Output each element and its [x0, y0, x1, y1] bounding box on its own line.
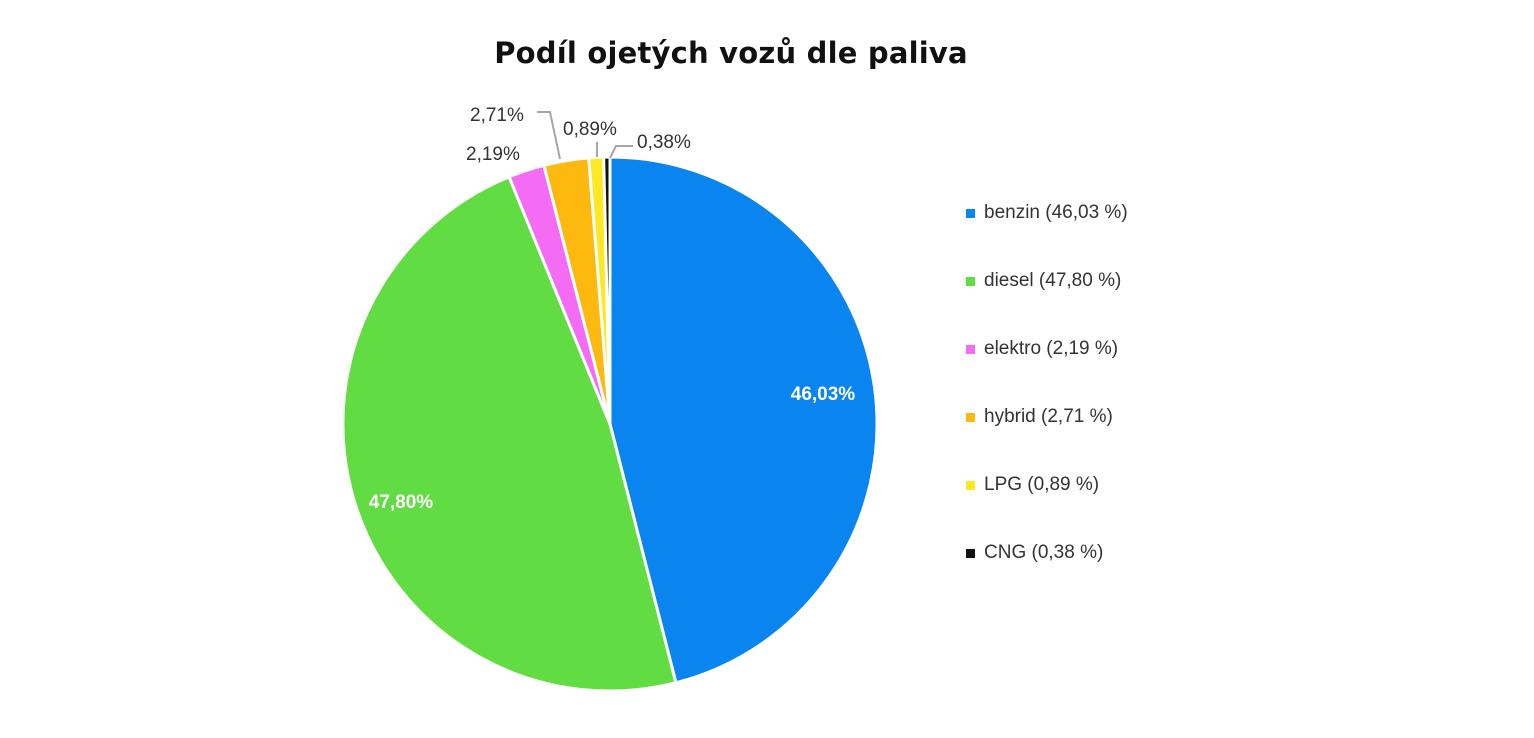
leader-line-cng: [609, 145, 633, 159]
pie-slice-benzin: [608, 155, 879, 685]
chart-title: Podíl ojetých vozů dle paliva: [494, 36, 968, 70]
legend-swatch: [966, 208, 975, 218]
legend-label: elektro (2,19 %): [984, 338, 1119, 359]
legend-label: LPG (0,89 %): [984, 474, 1100, 495]
legend-swatch: [966, 412, 975, 422]
leader-line-hybrid: [537, 111, 561, 160]
legend-item-hybrid: hybrid (2,71 %): [966, 404, 1113, 430]
pie-slice-diesel: [341, 175, 678, 693]
legend-item-cng: CNG (0,38 %): [966, 540, 1103, 566]
data-label-hybrid: 2,71%: [470, 105, 524, 126]
legend-item-elektro: elektro (2,19 %): [966, 336, 1118, 362]
data-label-cng: 0,38%: [637, 132, 691, 153]
data-label-lpg: 0,89%: [563, 119, 617, 140]
legend-label: hybrid (2,71 %): [984, 406, 1113, 427]
legend-swatch: [966, 344, 975, 354]
legend-label: CNG (0,38 %): [984, 542, 1104, 563]
data-label-elektro: 2,19%: [466, 144, 520, 165]
legend-item-lpg: LPG (0,89 %): [966, 472, 1099, 498]
legend-label: benzin (46,03 %): [984, 202, 1128, 223]
legend-swatch: [966, 480, 975, 490]
legend-item-benzin: benzin (46,03 %): [966, 200, 1128, 226]
legend-swatch: [966, 548, 975, 558]
legend-label: diesel (47,80 %): [984, 270, 1122, 291]
legend-item-diesel: diesel (47,80 %): [966, 268, 1121, 294]
legend-swatch: [966, 276, 975, 286]
data-label-diesel: 47,80%: [369, 492, 434, 513]
data-label-benzin: 46,03%: [791, 384, 856, 405]
